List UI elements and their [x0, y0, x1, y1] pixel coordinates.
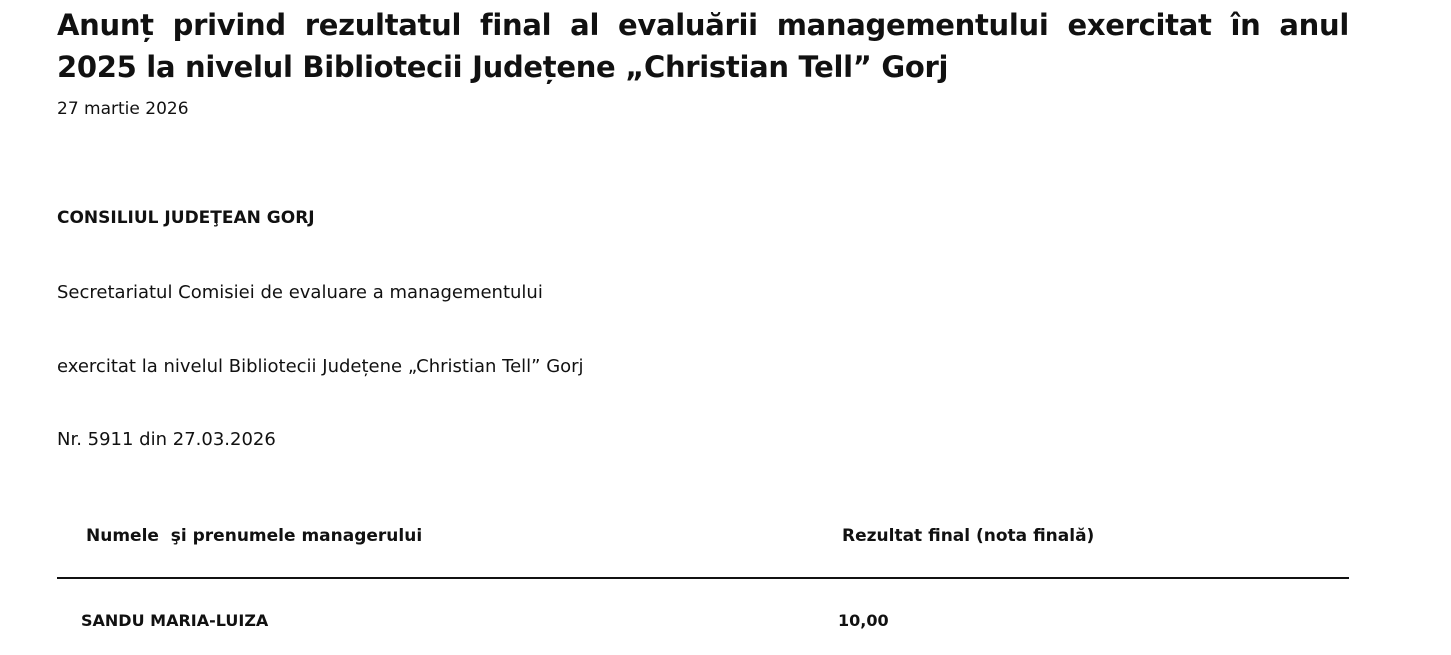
- secretariat-line: Secretariatul Comisiei de evaluare a man…: [57, 282, 543, 303]
- manager-name: SANDU MARIA-LUIZA: [81, 611, 269, 630]
- column-header-result: Rezultat final (nota finală): [842, 526, 1095, 546]
- table-divider: [57, 577, 1349, 579]
- institution-name: CONSILIUL JUDEŢEAN GORJ: [57, 208, 315, 228]
- secretariat-line-2: exercitat la nivelul Bibliotecii Județen…: [57, 356, 584, 377]
- document-number: Nr. 5911 din 27.03.2026: [57, 429, 276, 450]
- column-header-name: Numele şi prenumele managerului: [86, 526, 423, 546]
- page-title: Anunț privind rezultatul final al evaluă…: [57, 8, 1349, 84]
- final-score: 10,00: [838, 611, 889, 630]
- publish-date: 27 martie 2026: [57, 99, 189, 119]
